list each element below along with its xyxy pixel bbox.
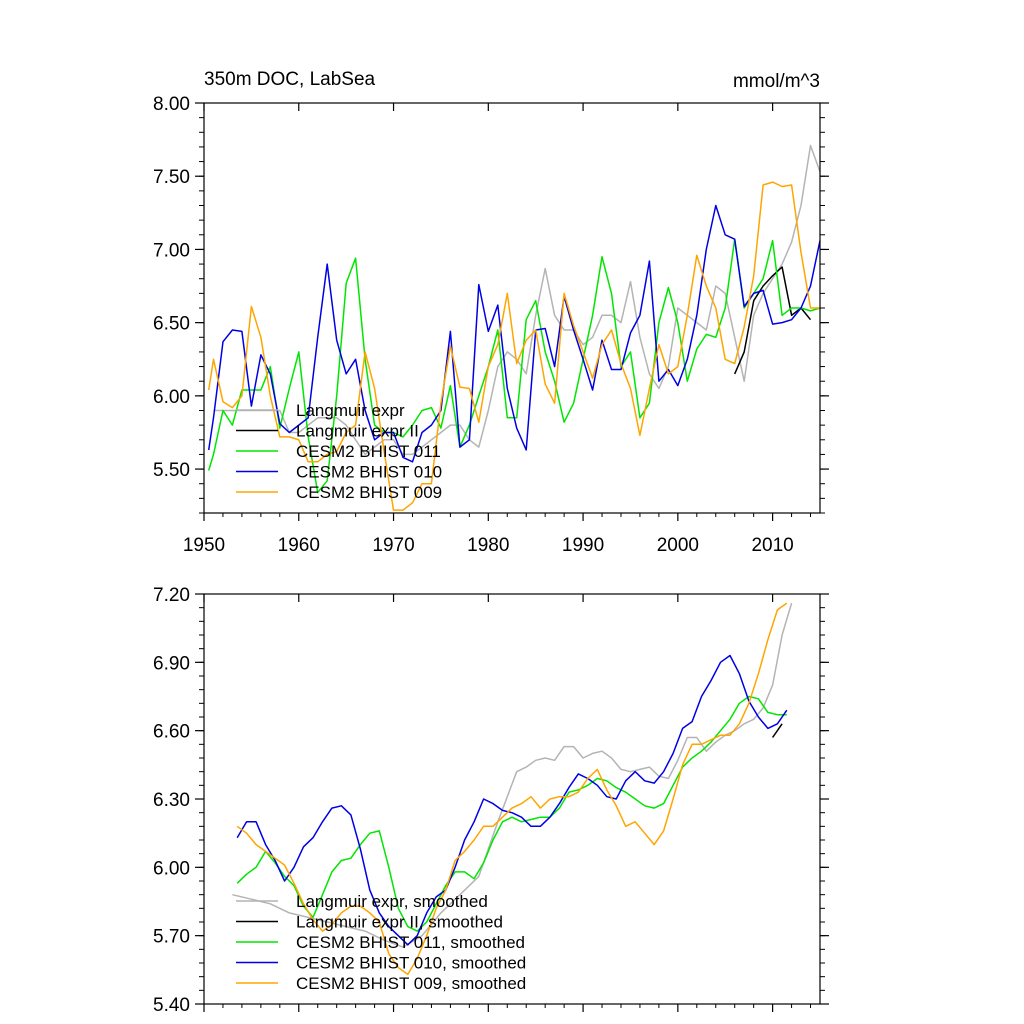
legend-label: Langmuir expr II (296, 422, 419, 441)
series-line-cesm2-bhist-009-smoothed (236, 602, 788, 976)
series-line-cesm2-bhist-011-smoothed (236, 695, 787, 932)
legend-label: CESM2 BHIST 009 (296, 483, 442, 502)
x-tick-label: 1980 (467, 535, 509, 556)
y-tick-label: 6.60 (153, 722, 190, 743)
legend-label: Langmuir expr II, smoothed (296, 913, 503, 932)
y-tick-label: 5.70 (153, 927, 190, 948)
y-tick-label: 6.00 (153, 858, 190, 879)
x-tick-label: 1970 (372, 535, 414, 556)
x-tick-label: 1990 (562, 535, 604, 556)
y-tick-label: 6.00 (153, 387, 190, 408)
y-tick-label: 6.90 (153, 653, 190, 674)
legend-label: Langmuir expr, smoothed (296, 892, 488, 911)
top-panel: 350m DOC, LabSea mmol/m^3 1950 1960 1970 19… (153, 69, 829, 556)
y-tick-label: 5.40 (153, 995, 190, 1016)
series-line-cesm2-bhist-011 (207, 238, 821, 494)
top-title-right: mmol/m^3 (733, 71, 820, 92)
series-line-langmuir-expr-ii-smoothed (771, 723, 783, 738)
x-tick-label: 1960 (278, 535, 320, 556)
x-tick-label: 2010 (751, 535, 793, 556)
x-tick-label: 2000 (657, 535, 699, 556)
legend-label: CESM2 BHIST 009, smoothed (296, 974, 526, 993)
bottom-plot-frame (203, 593, 821, 1005)
top-plot-frame (203, 102, 821, 514)
y-tick-label: 7.00 (153, 240, 190, 261)
bottom-panel: 5.40 5.70 6.00 6.30 6.60 6.90 7.20 Langmuir ex… (153, 585, 829, 1016)
top-title-left: 350m DOC, LabSea (204, 69, 376, 90)
y-tick-label: 5.50 (153, 460, 190, 481)
series-line-langmuir-expr-smoothed (232, 602, 793, 948)
x-tick-label: 1950 (183, 535, 225, 556)
legend-label: CESM2 BHIST 010, smoothed (296, 954, 526, 973)
y-tick-label: 6.30 (153, 790, 190, 811)
legend-label: CESM2 BHIST 010 (296, 463, 442, 482)
series-line-cesm2-bhist-010-smoothed (236, 654, 788, 946)
y-tick-label: 8.00 (153, 94, 190, 115)
series-line-cesm2-bhist-010 (207, 204, 821, 463)
y-tick-label: 7.20 (153, 585, 190, 606)
legend-label: CESM2 BHIST 011, smoothed (296, 933, 525, 952)
series-line-langmuir-expr-ii (734, 266, 812, 375)
y-tick-label: 6.50 (153, 314, 190, 335)
legend-label: Langmuir expr (296, 401, 405, 420)
legend-label: CESM2 BHIST 011 (296, 442, 441, 461)
y-tick-label: 7.50 (153, 167, 190, 188)
series-line-cesm2-bhist-009 (207, 181, 820, 511)
